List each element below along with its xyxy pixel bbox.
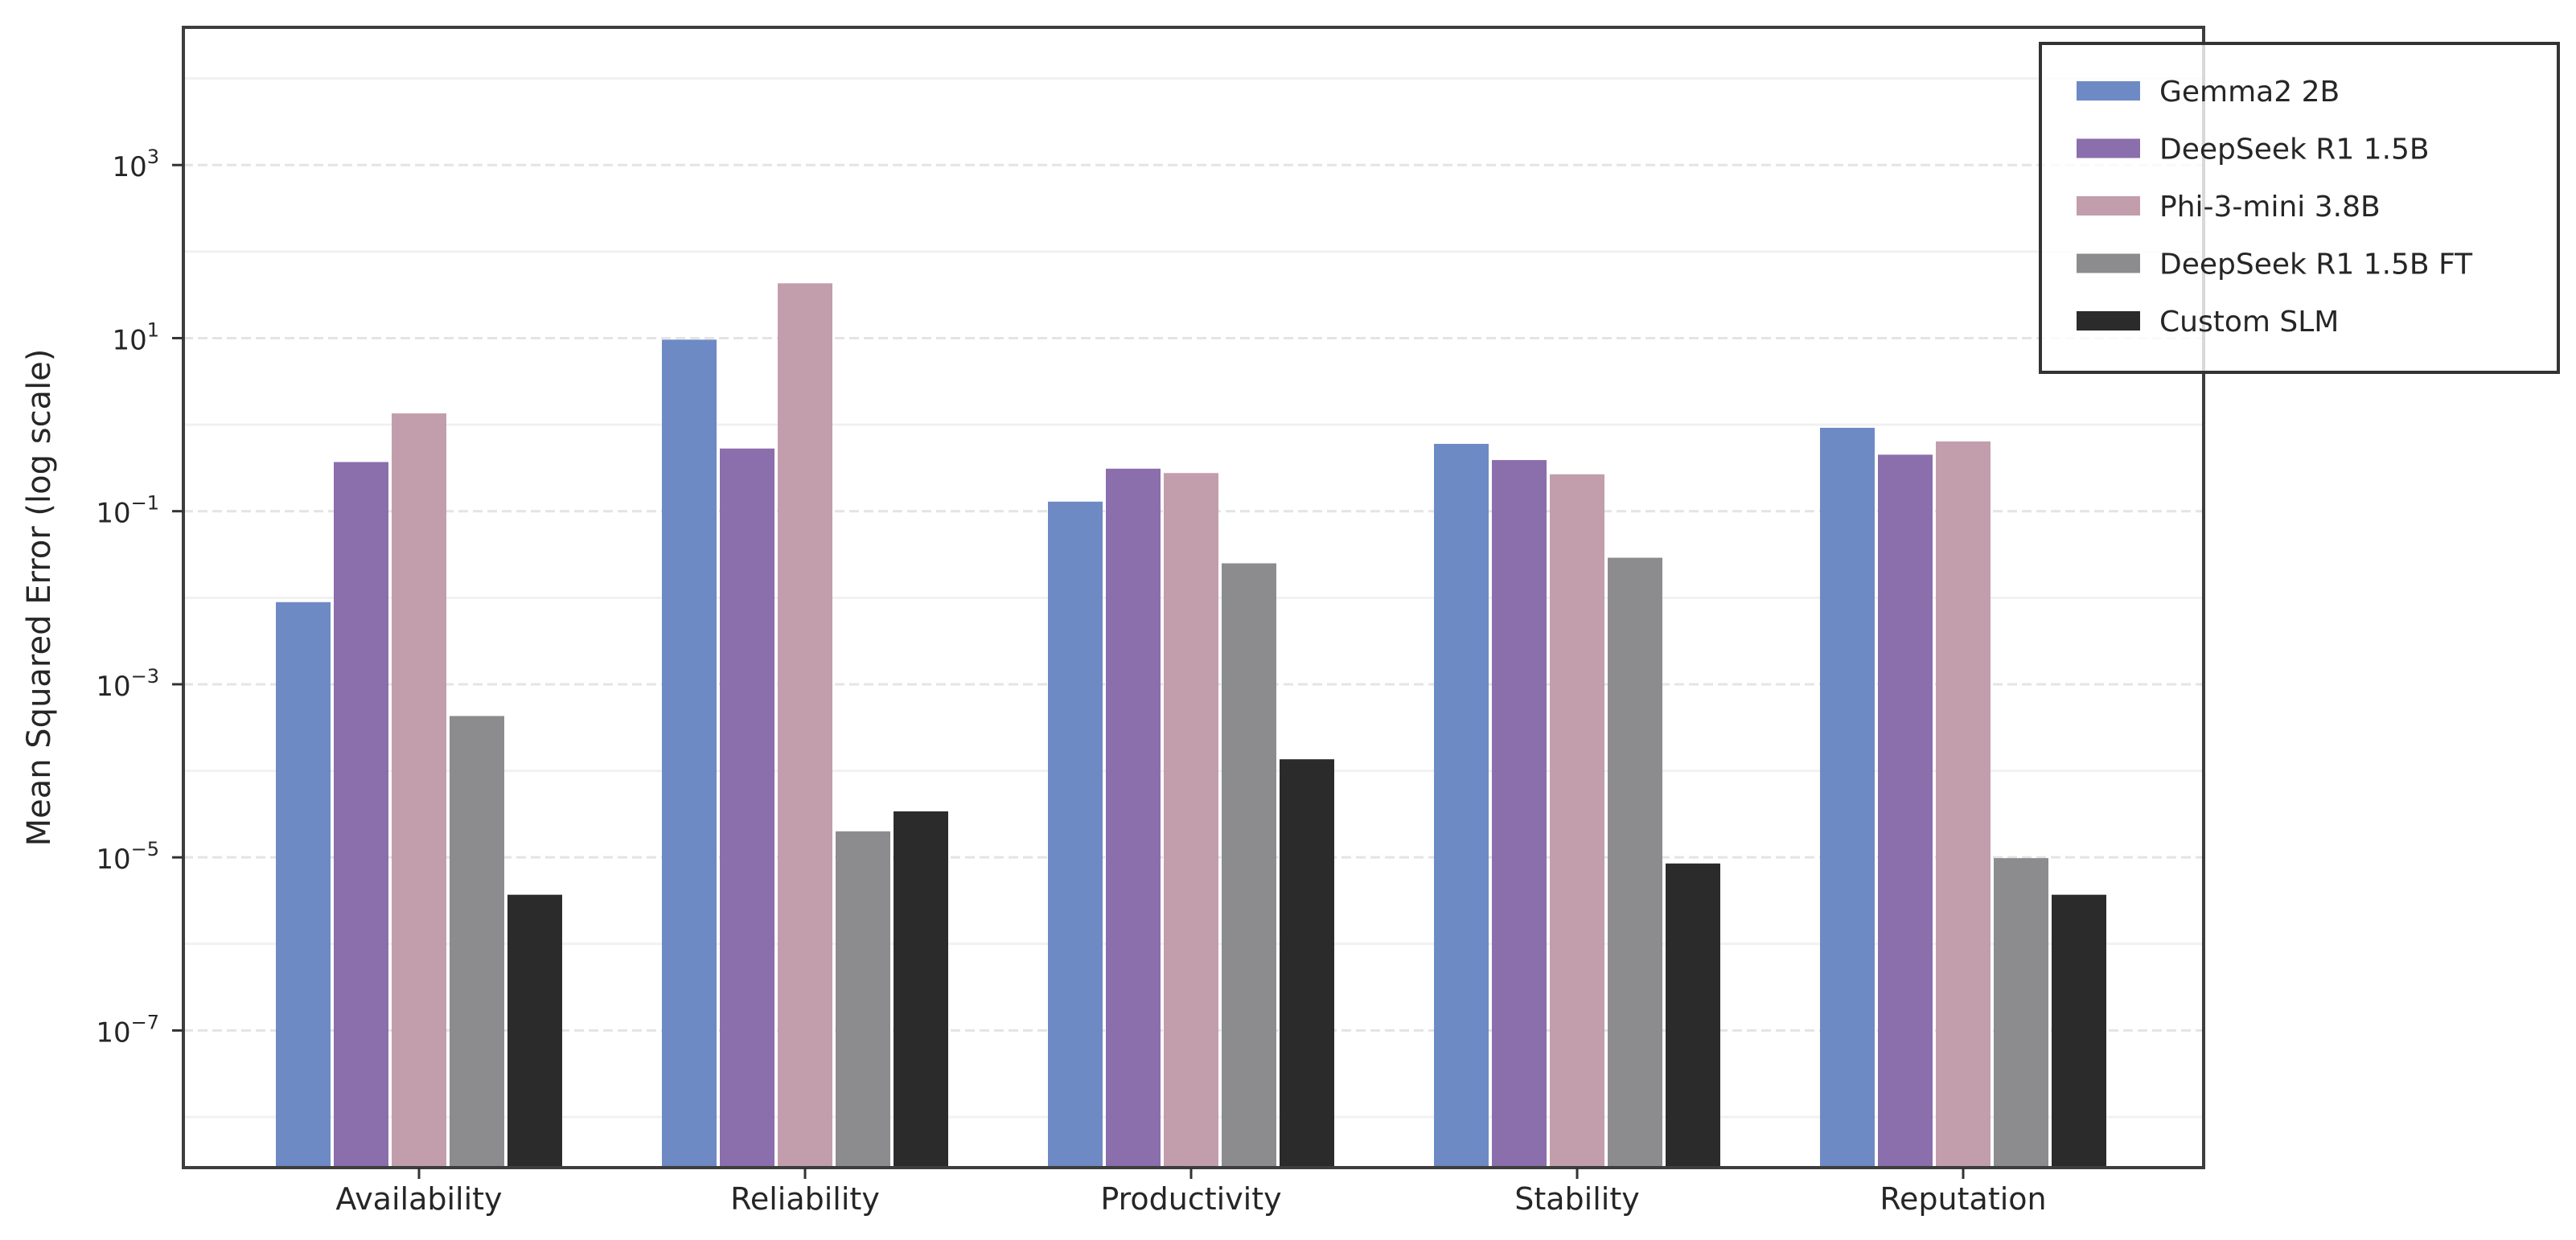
x-tick-label: Availability — [335, 1181, 502, 1217]
bar-availability-phi-3-mini-3-8b — [392, 413, 446, 1168]
legend-label: Custom SLM — [2159, 306, 2339, 339]
legend-label: DeepSeek R1 1.5B — [2159, 133, 2430, 166]
legend-label: DeepSeek R1 1.5B FT — [2159, 248, 2473, 281]
y-tick-label: 103 — [112, 146, 159, 183]
bar-stability-deepseek-r1-1-5b — [1492, 460, 1547, 1168]
bar-productivity-custom-slm — [1280, 759, 1334, 1168]
y-axis-label: Mean Squared Error (log scale) — [21, 349, 58, 847]
y-tick-label: 10−3 — [96, 665, 159, 703]
bar-productivity-gemma2-2b — [1048, 501, 1103, 1168]
bar-productivity-deepseek-r1-1-5b — [1106, 468, 1161, 1168]
legend-label: Gemma2 2B — [2159, 76, 2340, 109]
y-tick-label: 10−1 — [96, 492, 159, 530]
bar-stability-deepseek-r1-1-5b-ft — [1608, 557, 1662, 1168]
bar-availability-gemma2-2b — [276, 602, 331, 1168]
bars — [276, 283, 2106, 1168]
plot-frame — [182, 26, 2205, 1169]
legend-swatch — [2077, 196, 2140, 216]
x-tick-label: Stability — [1514, 1181, 1640, 1217]
legend: Gemma2 2B DeepSeek R1 1.5B Phi-3-mini 3.8B… — [2039, 42, 2560, 374]
legend-swatch — [2077, 81, 2140, 101]
x-tick-label: Productivity — [1100, 1181, 1281, 1217]
bar-reputation-gemma2-2b — [1820, 427, 1875, 1168]
bar-reputation-deepseek-r1-1-5b — [1878, 454, 1933, 1168]
bar-availability-custom-slm — [507, 894, 562, 1168]
bar-reputation-custom-slm — [2052, 894, 2106, 1168]
bar-stability-phi-3-mini-3-8b — [1550, 474, 1604, 1168]
bar-stability-gemma2-2b — [1434, 443, 1489, 1168]
bar-productivity-deepseek-r1-1-5b-ft — [1222, 563, 1276, 1168]
bar-reliability-deepseek-r1-1-5b — [720, 448, 774, 1168]
legend-swatch — [2077, 138, 2140, 158]
bar-reliability-custom-slm — [894, 811, 948, 1168]
bar-reliability-gemma2-2b — [662, 339, 717, 1168]
bar-reliability-deepseek-r1-1-5b-ft — [836, 831, 890, 1168]
x-tick-label: Reputation — [1880, 1181, 2046, 1217]
x-tick-label: Reliability — [730, 1181, 880, 1217]
bar-reputation-phi-3-mini-3-8b — [1936, 441, 1991, 1168]
y-tick-label: 101 — [112, 318, 159, 356]
legend-swatch — [2077, 311, 2140, 331]
y-tick-label: 10−5 — [96, 838, 159, 876]
y-tick-label: 10−7 — [96, 1011, 159, 1049]
bar-availability-deepseek-r1-1-5b — [334, 462, 388, 1168]
bar-stability-custom-slm — [1666, 863, 1720, 1168]
legend-swatch — [2077, 253, 2140, 273]
bar-reliability-phi-3-mini-3-8b — [778, 283, 832, 1168]
legend-label: Phi-3-mini 3.8B — [2159, 191, 2381, 224]
x-axis-ticks: Availability Reliability Productivity Stabi… — [335, 1168, 2047, 1217]
bar-productivity-phi-3-mini-3-8b — [1164, 473, 1218, 1168]
bar-availability-deepseek-r1-1-5b-ft — [450, 716, 504, 1168]
bar-reputation-deepseek-r1-1-5b-ft — [1994, 858, 2048, 1168]
y-axis-ticks: 10−7 10−5 10−3 10−1 101 103 — [96, 146, 183, 1049]
